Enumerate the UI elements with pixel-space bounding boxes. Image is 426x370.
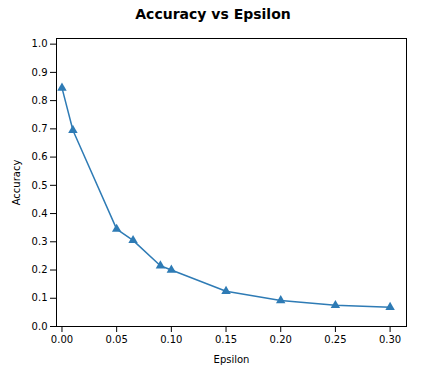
svg-text:0.20: 0.20	[270, 334, 292, 345]
svg-text:0.6: 0.6	[32, 151, 48, 162]
svg-text:0.2: 0.2	[32, 264, 48, 275]
svg-text:0.05: 0.05	[106, 334, 128, 345]
svg-text:0.9: 0.9	[32, 67, 48, 78]
svg-text:Accuracy: Accuracy	[11, 160, 22, 206]
svg-text:0.3: 0.3	[32, 236, 48, 247]
svg-text:1.0: 1.0	[32, 38, 48, 49]
svg-text:0.15: 0.15	[215, 334, 237, 345]
svg-text:0.5: 0.5	[32, 180, 48, 191]
html-text:Accuracy vs Epsilon: Accuracy vs Epsilon	[135, 6, 291, 22]
svg-text:0.0: 0.0	[32, 321, 48, 332]
svg-text:0.7: 0.7	[32, 123, 48, 134]
svg-text:0.25: 0.25	[324, 334, 346, 345]
svg-text:0.00: 0.00	[51, 334, 73, 345]
svg-text:0.4: 0.4	[32, 208, 48, 219]
svg-text:0.30: 0.30	[379, 334, 401, 345]
svg-text:0.10: 0.10	[160, 334, 182, 345]
svg-text:0.8: 0.8	[32, 95, 48, 106]
svg-text:0.1: 0.1	[32, 292, 48, 303]
svg-text:Epsilon: Epsilon	[214, 354, 250, 365]
